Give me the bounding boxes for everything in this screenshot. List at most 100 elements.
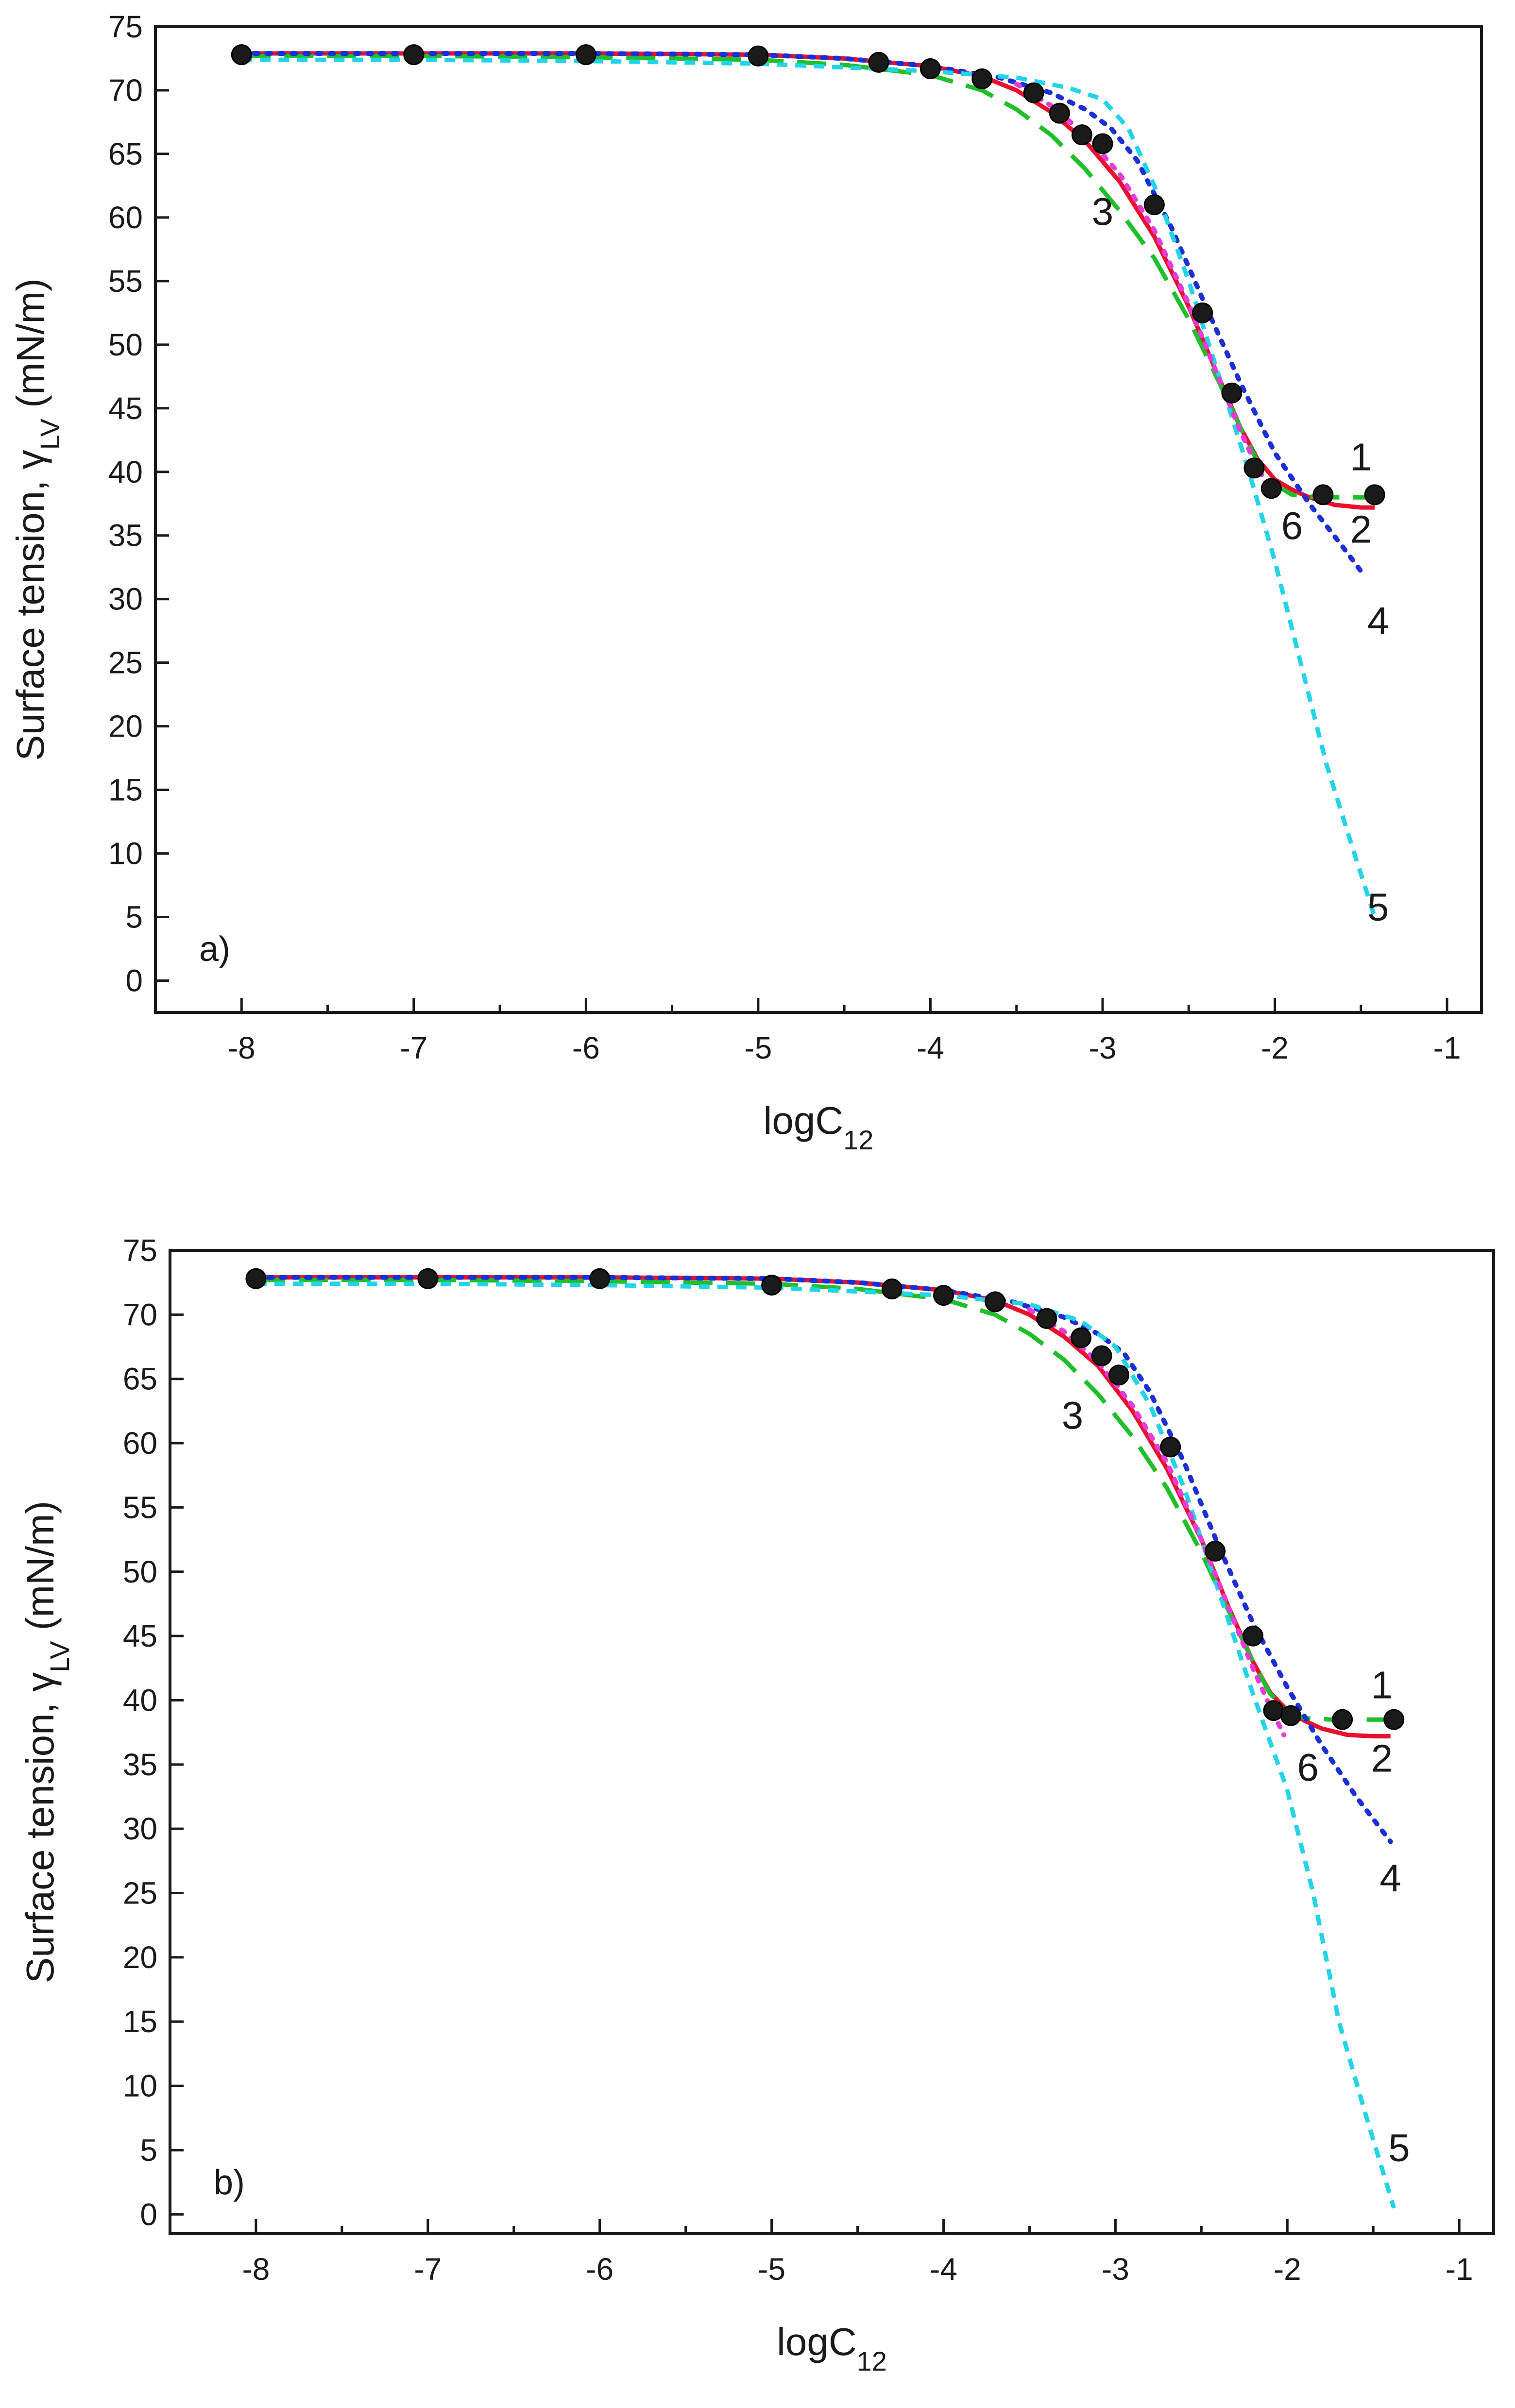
x-axis-title-main: logC: [777, 2320, 857, 2363]
data-point-1: [1221, 382, 1243, 404]
y-tick-label: 45: [108, 391, 143, 426]
y-tick-label: 20: [108, 709, 143, 744]
data-point-1: [1383, 1709, 1405, 1730]
curve-label-6: 6: [1281, 504, 1303, 547]
data-point-1: [881, 1278, 902, 1299]
curve-label-3: 3: [1092, 190, 1114, 233]
data-point-1: [1332, 1709, 1353, 1730]
x-tick-label: -8: [228, 1030, 255, 1065]
x-tick-label: -1: [1433, 1030, 1461, 1065]
data-point-1: [231, 44, 252, 66]
data-point-1: [1071, 124, 1092, 146]
data-point-1: [1091, 1345, 1112, 1366]
data-point-1: [1364, 484, 1385, 505]
data-point-1: [1192, 302, 1213, 323]
y-tick-label: 75: [123, 1233, 157, 1268]
y-tick-label: 50: [123, 1554, 157, 1589]
y-axis-title-subscript: LV: [44, 1641, 75, 1672]
series-line-4: [253, 1275, 1393, 1844]
data-point-1: [1263, 1700, 1284, 1721]
data-point-1: [1071, 1327, 1092, 1348]
plot-frame: [154, 25, 1483, 1014]
y-tick-label: 5: [140, 2133, 157, 2168]
curve-label-1: 1: [1350, 435, 1372, 478]
data-point-1: [1280, 1705, 1301, 1726]
data-point-1: [1143, 194, 1165, 216]
curve-label-4: 4: [1379, 1856, 1401, 1900]
y-tick-label: 40: [123, 1683, 157, 1718]
data-point-1: [1092, 133, 1113, 154]
y-tick-label: 55: [108, 264, 143, 299]
curve-label-2: 2: [1371, 1737, 1393, 1780]
x-tick-label: -5: [758, 2252, 785, 2287]
y-tick-label: 55: [123, 1490, 157, 1525]
data-point-1: [1243, 1625, 1264, 1647]
x-tick-label: -6: [586, 2252, 613, 2287]
x-tick-label: -7: [400, 1030, 427, 1065]
y-axis-title-subscript: LV: [34, 418, 65, 450]
data-point-1: [748, 45, 769, 67]
x-tick-label: -2: [1261, 1030, 1289, 1065]
data-point-1: [868, 51, 889, 73]
y-tick-label: 20: [123, 1940, 157, 1975]
x-tick-label: -8: [242, 2252, 270, 2287]
panel-label: b): [214, 2163, 245, 2202]
x-tick-label: -7: [414, 2252, 442, 2287]
x-tick-label: -2: [1274, 2252, 1301, 2287]
data-point-1: [1205, 1540, 1226, 1562]
panel-label: a): [199, 930, 230, 969]
y-tick-label: 35: [108, 518, 143, 553]
y-tick-label: 0: [125, 963, 143, 998]
data-point-1: [1243, 457, 1265, 479]
y-tick-label: 50: [108, 327, 143, 362]
y-tick-label: 25: [123, 1876, 157, 1911]
y-tick-label: 25: [108, 645, 143, 680]
data-point-1: [417, 1268, 439, 1289]
y-tick-label: 30: [123, 1811, 157, 1846]
x-axis-title-subscript: 12: [857, 2346, 887, 2376]
x-axis-title: logC12: [777, 2320, 887, 2376]
y-tick-label: 10: [108, 836, 143, 871]
y-tick-label: 10: [123, 2069, 157, 2104]
data-point-1: [933, 1285, 954, 1306]
chart-panel-b: -8 -7 -6 -5 -4 -3 -2 -1051015202530354045505560…: [18, 1233, 1495, 2376]
y-tick-label: 40: [108, 455, 143, 489]
data-point-1: [985, 1291, 1006, 1313]
curve-label-5: 5: [1367, 886, 1389, 929]
y-axis-title-units: (mN/m): [18, 1501, 62, 1641]
y-tick-label: 65: [123, 1362, 157, 1397]
x-tick-label: -3: [1102, 2252, 1129, 2287]
y-tick-label: 30: [108, 582, 143, 617]
data-point-1: [589, 1268, 611, 1289]
data-point-1: [245, 1268, 267, 1289]
x-axis-title-subscript: 12: [843, 1125, 873, 1155]
y-tick-label: 65: [108, 136, 143, 171]
y-tick-label: 70: [123, 1297, 157, 1332]
curve-label-1: 1: [1371, 1664, 1393, 1707]
x-tick-label: -5: [744, 1030, 772, 1065]
y-tick-label: 60: [123, 1426, 157, 1461]
y-axis-title-units: (mN/m): [9, 278, 52, 419]
data-point-1: [1023, 82, 1044, 103]
y-tick-label: 60: [108, 200, 143, 235]
y-tick-label: 75: [108, 9, 143, 44]
y-tick-label: 15: [123, 2004, 157, 2039]
plot-frame: [169, 1249, 1495, 2235]
y-tick-label: 0: [140, 2197, 157, 2232]
y-axis-title: Surface tension, γLV (mN/m): [18, 1501, 75, 1984]
data-point-1: [1312, 484, 1334, 505]
series-line-6: [1014, 81, 1277, 497]
series-line-5: [241, 57, 1377, 918]
y-axis-title: Surface tension, γLV (mN/m): [9, 278, 65, 761]
x-tick-label: -4: [930, 2252, 957, 2287]
x-tick-label: -1: [1446, 2252, 1473, 2287]
x-tick-label: -6: [572, 1030, 600, 1065]
y-tick-label: 45: [123, 1618, 157, 1653]
x-axis-title: logC12: [764, 1099, 874, 1155]
curve-label-5: 5: [1388, 2126, 1410, 2170]
curve-label-2: 2: [1350, 508, 1372, 551]
x-axis-title-main: logC: [764, 1099, 844, 1142]
data-point-1: [971, 68, 993, 89]
